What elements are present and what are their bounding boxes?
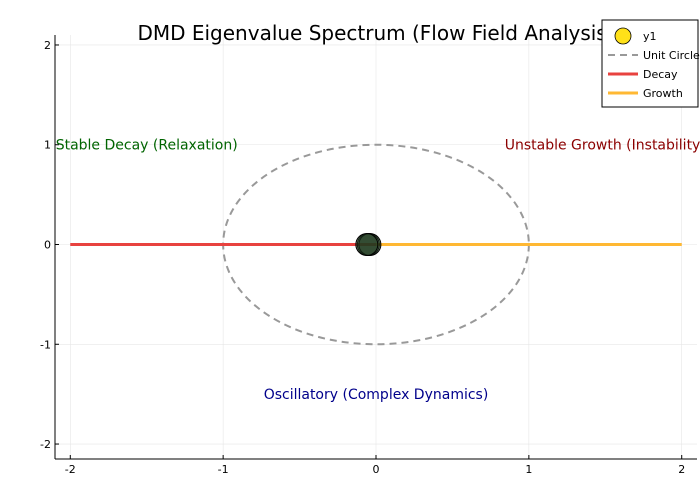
y-tick-label: 1 (44, 139, 51, 152)
y-tick-label: 0 (44, 239, 51, 252)
annotation-label: Unstable Growth (Instability) (505, 138, 700, 154)
y-tick-label: -1 (40, 338, 51, 351)
x-tick-label: 1 (525, 463, 532, 476)
legend-marker-y1 (614, 27, 632, 45)
legend-label: Growth (643, 87, 683, 100)
x-tick-label: 2 (678, 463, 685, 476)
x-tick-label: 0 (373, 463, 380, 476)
legend-label: Decay (643, 68, 678, 81)
legend-label: Unit Circle (643, 49, 700, 62)
x-tick-label: -2 (65, 463, 76, 476)
x-tick-label: -1 (218, 463, 229, 476)
axes: -2 -1 0 1 2 -2 -1 0 1 2 (40, 35, 697, 476)
eigenvalue-point (355, 233, 379, 257)
legend-label: y1 (643, 30, 657, 43)
chart-title: DMD Eigenvalue Spectrum (Flow Field Anal… (137, 21, 614, 45)
y-tick-label: 2 (44, 39, 51, 52)
annotations: Stable Decay (Relaxation) Unstable Growth… (56, 138, 700, 403)
legend: y1 Unit Circle Decay Growth (601, 19, 700, 108)
series-layer (70, 143, 682, 346)
y-tick-label: -2 (40, 438, 51, 451)
annotation-label: Oscillatory (Complex Dynamics) (264, 387, 489, 403)
annotation-label: Stable Decay (Relaxation) (56, 138, 238, 154)
